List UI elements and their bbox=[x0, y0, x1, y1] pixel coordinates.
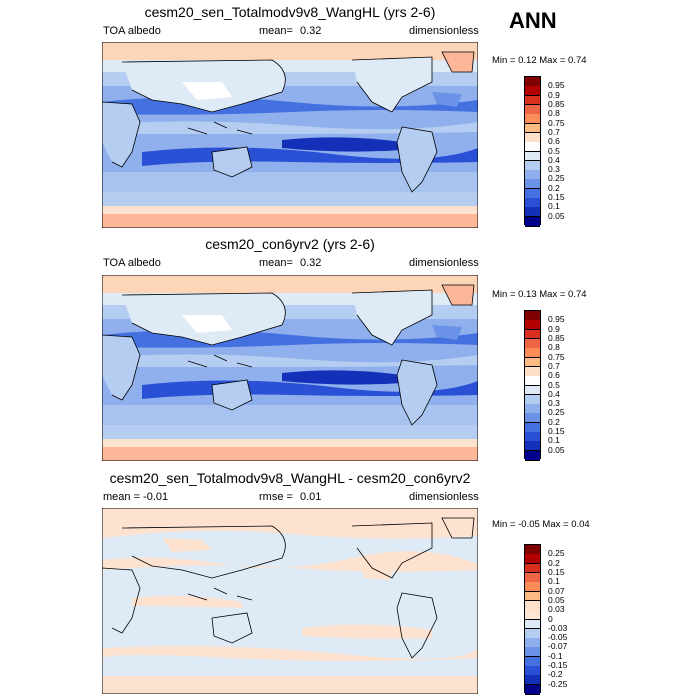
colorbar-tick-label: 0.3 bbox=[548, 398, 560, 409]
colorbar-tick-label: 0.85 bbox=[548, 98, 565, 109]
colorbar-tick-label: 0.05 bbox=[548, 594, 565, 605]
panel-2-minmax: Min = 0.13 Max = 0.74 bbox=[492, 289, 587, 300]
panel-3-title: cesm20_sen_Totalmodv9v8_WangHL - cesm20_… bbox=[109, 470, 471, 486]
colorbar-tick-label: 0.25 bbox=[548, 173, 565, 184]
colorbar-tick-label: 0.5 bbox=[548, 145, 560, 156]
colorbar-tick-label: 0.5 bbox=[548, 379, 560, 390]
colorbar-tick-label: 0.85 bbox=[548, 332, 565, 343]
panel-2-field-label: TOA albedo bbox=[103, 257, 161, 269]
panel-3-rmse-value: 0.01 bbox=[300, 491, 322, 503]
panel-1-field-label: TOA albedo bbox=[103, 25, 161, 37]
colorbar-tick-label: 0.3 bbox=[548, 164, 560, 175]
colorbar-tick-label: -0.05 bbox=[548, 632, 568, 643]
colorbar-tick-label: 0.8 bbox=[548, 342, 560, 353]
panel-3-colorbar bbox=[524, 544, 541, 695]
colorbar-tick-label: 0.75 bbox=[548, 351, 565, 362]
colorbar-tick-label: -0.15 bbox=[548, 660, 568, 671]
colorbar-tick-label: 0.2 bbox=[548, 416, 560, 427]
colorbar-tick-label: 0.25 bbox=[548, 407, 565, 418]
colorbar-tick-label: 0.05 bbox=[548, 444, 565, 455]
colorbar-tick-label: 0.4 bbox=[548, 154, 560, 165]
colorbar-tick-label: 0.25 bbox=[548, 548, 565, 559]
panel-2-units: dimensionless bbox=[409, 257, 479, 269]
colorbar-swatch bbox=[525, 450, 540, 461]
colorbar-tick-label: 0.8 bbox=[548, 108, 560, 119]
colorbar-swatch bbox=[525, 216, 540, 227]
panel-3-mean-label: mean = -0.01 bbox=[103, 491, 169, 503]
colorbar-tick-label: 0.6 bbox=[548, 370, 560, 381]
colorbar-tick-label: 0.2 bbox=[548, 557, 560, 568]
panel-1-colorbar bbox=[524, 76, 541, 227]
colorbar-tick-label: 0.03 bbox=[548, 604, 565, 615]
panel-3-rmse-label: rmse = bbox=[259, 491, 293, 503]
panel-1-units: dimensionless bbox=[409, 25, 479, 37]
panel-3-units: dimensionless bbox=[409, 491, 479, 503]
colorbar-tick-label: 0.95 bbox=[548, 80, 565, 91]
colorbar-tick-label: -0.25 bbox=[548, 678, 568, 689]
colorbar-tick-label: 0.1 bbox=[548, 435, 560, 446]
colorbar-tick-label: 0.7 bbox=[548, 360, 560, 371]
panel-2-mean-label: mean= bbox=[259, 257, 293, 269]
panel-2-mean-value: 0.32 bbox=[300, 257, 322, 269]
colorbar-tick-label: 0.15 bbox=[548, 566, 565, 577]
panel-1-colorbar-labels: 0.95 0.9 0.85 0.8 0.75 0.7 0.6 0.5 0.4 0.3 0.25 0.2… bbox=[548, 76, 598, 225]
colorbar-tick-label: -0.07 bbox=[548, 641, 568, 652]
panel-2-title: cesm20_con6yrv2 (yrs 2-6) bbox=[205, 236, 375, 252]
colorbar-tick-label: 0.7 bbox=[548, 126, 560, 137]
colorbar-tick-label: 0.9 bbox=[548, 89, 560, 100]
panel-2-colorbar bbox=[524, 310, 541, 461]
panel-1-title: cesm20_sen_Totalmodv9v8_WangHL (yrs 2-6) bbox=[144, 4, 436, 20]
panel-3-colorbar-labels: 0.25 0.2 0.15 0.1 0.07 0.05 0.03 0 -0.03 -0.05 -0.… bbox=[548, 544, 598, 693]
panel-1-minmax: Min = 0.12 Max = 0.74 bbox=[492, 55, 587, 66]
colorbar-tick-label: 0.07 bbox=[548, 585, 565, 596]
colorbar-tick-label: 0.2 bbox=[548, 182, 560, 193]
colorbar-swatch bbox=[525, 684, 540, 695]
colorbar-tick-label: -0.03 bbox=[548, 622, 568, 633]
season-label: ANN bbox=[509, 8, 557, 33]
panel-1-map bbox=[102, 42, 478, 228]
colorbar-tick-label: 0.4 bbox=[548, 388, 560, 399]
colorbar-tick-label: 0.1 bbox=[548, 576, 560, 587]
colorbar-tick-label: 0.9 bbox=[548, 323, 560, 334]
panel-2-colorbar-labels: 0.95 0.9 0.85 0.8 0.75 0.7 0.6 0.5 0.4 0.3 0.25 0.2… bbox=[548, 310, 598, 459]
colorbar-tick-label: 0.1 bbox=[548, 201, 560, 212]
colorbar-tick-label: 0.05 bbox=[548, 210, 565, 221]
panel-1-mean-value: 0.32 bbox=[300, 25, 322, 37]
colorbar-tick-label: 0.15 bbox=[548, 426, 565, 437]
colorbar-tick-label: 0.15 bbox=[548, 192, 565, 203]
panel-3-map bbox=[102, 508, 478, 694]
colorbar-tick-label: -0.2 bbox=[548, 669, 563, 680]
colorbar-tick-label: -0.1 bbox=[548, 650, 563, 661]
colorbar-tick-label: 0 bbox=[548, 613, 553, 624]
colorbar-tick-label: 0.75 bbox=[548, 117, 565, 128]
colorbar-tick-label: 0.95 bbox=[548, 314, 565, 325]
panel-3-minmax: Min = -0.05 Max = 0.04 bbox=[492, 519, 590, 530]
panel-2-map bbox=[102, 275, 478, 461]
panel-1-mean-label: mean= bbox=[259, 25, 293, 37]
colorbar-tick-label: 0.6 bbox=[548, 136, 560, 147]
